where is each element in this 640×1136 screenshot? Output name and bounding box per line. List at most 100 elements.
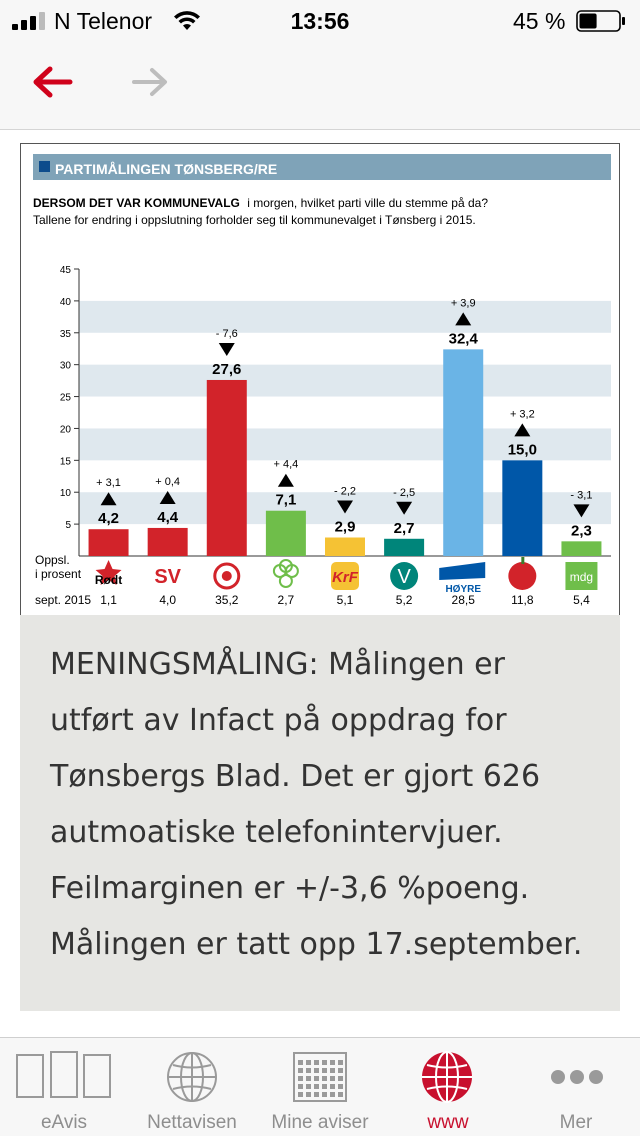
wifi-icon xyxy=(174,11,200,30)
graphic-header: PARTIMÅLINGEN TØNSBERG/RE xyxy=(55,161,277,177)
y-tick-label: 15 xyxy=(60,456,72,467)
party-logo-rodt: Rødt xyxy=(95,560,122,587)
poll-graphic: PARTIMÅLINGEN TØNSBERG/RE DERSOM DET VAR… xyxy=(20,143,620,615)
previous-result-label: 4,0 xyxy=(159,593,176,607)
bar-value-label: 2,9 xyxy=(335,519,356,536)
caption-box: MENINGSMÅLING: Målingen er utført av Inf… xyxy=(20,615,620,1011)
y-tick-label: 10 xyxy=(60,488,72,499)
bar-value-label: 15,0 xyxy=(508,441,537,458)
tab-label: eAvis xyxy=(40,1112,88,1133)
poll-chart: PARTIMÅLINGEN TØNSBERG/RE DERSOM DET VAR… xyxy=(33,154,611,607)
bar xyxy=(325,537,365,556)
y-tick-label: 20 xyxy=(60,424,72,435)
tab-mine-aviser[interactable]: Mine aviser xyxy=(256,1038,384,1136)
party-logo-sp xyxy=(272,559,299,588)
bar-value-label: 32,4 xyxy=(449,330,479,347)
bar-value-label: 2,7 xyxy=(394,520,415,537)
arrow-up-icon xyxy=(159,490,176,504)
previous-result-label: 1,1 xyxy=(100,593,117,607)
tab-mer[interactable]: Mer xyxy=(512,1038,640,1136)
previous-result-label: 11,8 xyxy=(511,593,534,607)
question-bold: DERSOM DET VAR KOMMUNEVALG xyxy=(33,196,240,210)
previous-result-label: 2,7 xyxy=(278,593,295,607)
party-logo-krf: KrF xyxy=(331,562,359,590)
web-globe-icon xyxy=(422,1051,472,1103)
bar-value-label: 4,4 xyxy=(157,509,179,526)
bar xyxy=(265,510,306,556)
clover-leaf-icon xyxy=(278,574,293,588)
bar xyxy=(384,538,425,556)
change-label: - 2,2 xyxy=(334,486,356,498)
battery-icon xyxy=(576,10,625,32)
logo-text: KrF xyxy=(332,569,359,586)
arrow-down-icon xyxy=(218,342,235,356)
clover-leaf-icon xyxy=(278,559,293,573)
y-tick-label: 35 xyxy=(60,329,72,340)
newspaper-pages-icon xyxy=(16,1051,111,1098)
tab-label: www xyxy=(427,1112,469,1133)
globe-icon xyxy=(167,1052,217,1102)
carrier-name: N Telenor xyxy=(54,8,153,34)
bar xyxy=(206,379,247,556)
y-tick-label: 40 xyxy=(60,297,72,308)
arrow-down-icon xyxy=(337,500,353,514)
clock: 13:56 xyxy=(290,8,350,34)
bar xyxy=(88,529,129,556)
row-label-line-1: Oppsl. xyxy=(35,553,70,567)
header-square-icon xyxy=(39,161,50,172)
party-logo-venstre: V xyxy=(390,562,419,590)
y-tick-label: 30 xyxy=(60,361,72,372)
tab-label: Mer xyxy=(559,1112,593,1133)
more-dots-icon xyxy=(551,1070,603,1084)
article-caption: MENINGSMÅLING: Målingen er utført av Inf… xyxy=(50,647,583,962)
rose-center-icon xyxy=(221,571,232,581)
change-label: + 4,4 xyxy=(273,459,298,471)
wave-icon xyxy=(439,562,486,580)
tab-label: Nettavisen xyxy=(147,1112,237,1133)
graphic-note: Tallene for endring i oppslutning forhol… xyxy=(33,213,476,227)
party-logo-sv: SV xyxy=(154,566,181,588)
apple-icon xyxy=(508,562,537,590)
bar xyxy=(443,349,484,556)
bar-value-label: 7,1 xyxy=(275,492,296,509)
tab-www[interactable]: www xyxy=(384,1038,512,1136)
party-logo-hoyre: HØYRE xyxy=(439,562,486,595)
status-bar: N Telenor 13:56 45 % xyxy=(0,0,640,42)
change-label: + 0,4 xyxy=(155,476,180,488)
bar-value-label: 4,2 xyxy=(98,510,119,527)
rose-icon xyxy=(213,562,241,590)
arrow-up-icon xyxy=(277,473,294,487)
previous-result-label: 35,2 xyxy=(215,593,239,607)
bar-value-label: 2,3 xyxy=(571,522,592,539)
bar xyxy=(147,527,188,556)
apple-stem-icon xyxy=(521,557,525,564)
tab-label: Mine aviser xyxy=(271,1112,369,1133)
row-label-line-3: sept. 2015 xyxy=(35,593,91,607)
party-logo-mdg: mdg xyxy=(565,562,598,590)
tab-nettavisen[interactable]: Nettavisen xyxy=(128,1038,256,1136)
article-content: PARTIMÅLINGEN TØNSBERG/RE DERSOM DET VAR… xyxy=(0,131,640,1037)
graphic-header-bar xyxy=(33,154,611,180)
arrow-up-icon xyxy=(455,312,472,326)
row-label-line-2: i prosent xyxy=(35,567,82,581)
bar xyxy=(561,541,602,556)
arrow-right-icon[interactable] xyxy=(130,64,170,100)
tab-bar: eAvis Nettavisen Mine aviser www M xyxy=(0,1037,640,1136)
browser-nav-bar xyxy=(0,42,640,130)
previous-result-label: 5,2 xyxy=(396,593,413,607)
party-logo-frp xyxy=(508,557,537,590)
arrow-down-icon xyxy=(573,504,590,518)
logo-text: HØYRE xyxy=(445,584,481,595)
change-label: - 7,6 xyxy=(216,328,238,340)
y-tick-label: 5 xyxy=(65,520,71,531)
grid-band xyxy=(79,364,611,397)
previous-result-label: 5,4 xyxy=(573,593,590,607)
arrow-down-icon xyxy=(396,501,413,515)
y-tick-label: 25 xyxy=(60,393,72,404)
arrow-left-icon[interactable] xyxy=(30,64,74,100)
change-label: - 2,5 xyxy=(393,487,415,499)
tab-eavis[interactable]: eAvis xyxy=(0,1038,128,1136)
y-tick-label: 45 xyxy=(60,265,72,276)
logo-text: Rødt xyxy=(95,573,122,587)
change-label: + 3,2 xyxy=(510,408,535,420)
